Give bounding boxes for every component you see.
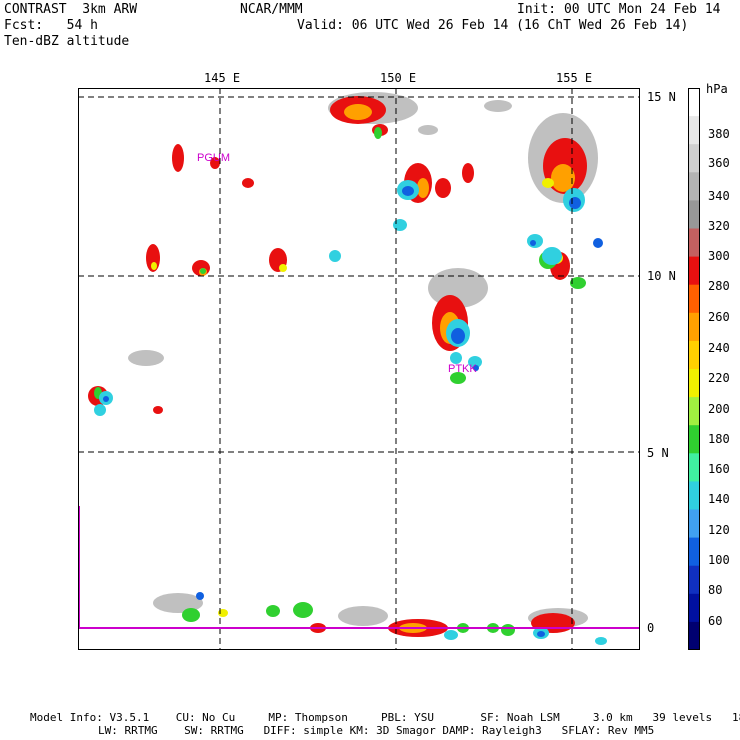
colorbar-label-320: 320 <box>708 219 730 233</box>
colorbar-swatch <box>688 284 700 314</box>
colorbar-swatch <box>688 116 700 145</box>
lat-label-equator: 0 <box>647 621 655 635</box>
colorbar-label-360: 360 <box>708 156 730 170</box>
colorbar-label-80: 80 <box>708 583 723 597</box>
colorbar-swatch <box>688 509 700 539</box>
colorbar-label-140: 140 <box>708 492 730 506</box>
lat-label-5n: 5 N <box>647 446 669 460</box>
colorbar-swatch <box>688 369 700 398</box>
lon-label-150: 150 E <box>380 71 417 85</box>
colorbar <box>688 88 700 650</box>
colorbar-swatch <box>688 228 700 258</box>
colorbar-label-240: 240 <box>708 341 730 355</box>
colorbar-label-300: 300 <box>708 249 730 263</box>
colorbar-label-180: 180 <box>708 432 730 446</box>
init-time: Init: 00 UTC Mon 24 Feb 14 <box>517 2 721 17</box>
colorbar-swatch <box>688 340 700 370</box>
colorbar-swatch <box>688 453 700 482</box>
colorbar-label-120: 120 <box>708 523 730 537</box>
colorbar-label-200: 200 <box>708 402 730 416</box>
model-info-line1: Model Info: V3.5.1 CU: No Cu MP: Thompso… <box>30 711 740 724</box>
colorbar-label-340: 340 <box>708 189 730 203</box>
colorbar-swatch <box>688 537 700 567</box>
colorbar-label-160: 160 <box>708 462 730 476</box>
radar-map: PGUM PTKK <box>78 88 640 650</box>
colorbar-swatch <box>688 256 700 286</box>
colorbar-swatch <box>688 172 700 201</box>
valid-time: Valid: 06 UTC Wed 26 Feb 14 (16 ChT Wed … <box>297 18 689 33</box>
colorbar-swatch <box>688 481 700 510</box>
station-label-ptkk: PTKK <box>448 363 477 375</box>
colorbar-label-60: 60 <box>708 614 723 628</box>
colorbar-swatch <box>688 397 700 426</box>
lat-label-15n: 15 N <box>647 90 676 104</box>
lat-label-10n: 10 N <box>647 269 676 283</box>
forecast-hour: Fcst: 54 h <box>4 18 98 33</box>
colorbar-label-100: 100 <box>708 553 730 567</box>
colorbar-label-260: 260 <box>708 310 730 324</box>
colorbar-frame <box>688 88 700 650</box>
colorbar-label-380: 380 <box>708 127 730 141</box>
colorbar-swatch <box>688 593 700 623</box>
colorbar-swatch <box>688 144 700 173</box>
model-title: CONTRAST 3km ARW <box>4 2 138 17</box>
lon-label-155: 155 E <box>556 71 593 85</box>
model-info-line2: LW: RRTMG SW: RRTMG DIFF: simple KM: 3D … <box>98 724 655 737</box>
field-name: Ten-dBZ altitude <box>4 34 130 49</box>
map-frame <box>78 88 640 650</box>
station-label-pgum: PGUM <box>197 152 230 164</box>
colorbar-label-220: 220 <box>708 371 730 385</box>
colorbar-swatch <box>688 621 700 650</box>
colorbar-label-280: 280 <box>708 279 730 293</box>
colorbar-swatch <box>688 565 700 595</box>
colorbar-swatch <box>688 425 700 454</box>
colorbar-swatch <box>688 312 700 342</box>
colorbar-unit: hPa <box>706 82 728 96</box>
center-label: NCAR/MMM <box>240 2 303 17</box>
lon-label-145: 145 E <box>204 71 241 85</box>
colorbar-swatch <box>688 200 700 229</box>
colorbar-swatch <box>688 88 700 117</box>
